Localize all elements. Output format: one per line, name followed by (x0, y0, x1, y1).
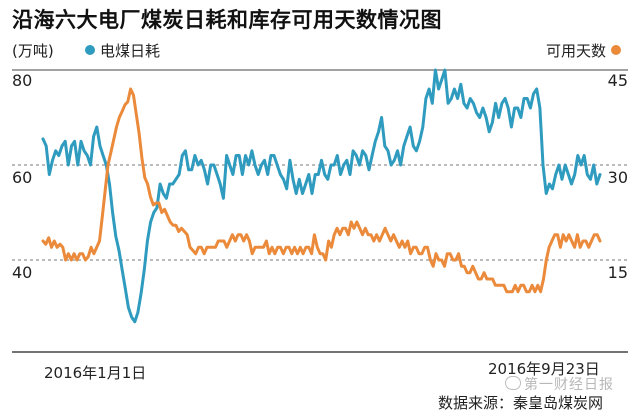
x-tick-end: 2016年9月23日 (488, 360, 600, 378)
x-tick-start: 2016年1月1日 (44, 364, 146, 382)
right-tick-15: 15 (608, 263, 628, 282)
data-source: 数据来源：秦皇岛煤炭网 (438, 394, 604, 412)
right-tick-30: 30 (608, 168, 628, 187)
legend-dot-blue (85, 45, 95, 55)
legend-left: 电煤日耗 (80, 40, 160, 61)
watermark-text: 第一财经日报 (524, 377, 614, 393)
left-tick-80: 80 (12, 71, 32, 90)
watermark: 第一财经日报 (505, 374, 614, 394)
left-tick-40: 40 (12, 263, 32, 282)
left-axis-unit: (万吨) (12, 42, 54, 60)
left-tick-60: 60 (12, 168, 32, 187)
legend-left-label: 电煤日耗 (100, 42, 161, 60)
series-line-daily-consumption (41, 68, 602, 324)
right-tick-45: 45 (608, 71, 628, 90)
series-line-usable-days (41, 87, 602, 294)
legend-right: 可用天数 (546, 40, 626, 61)
legend-dot-orange (611, 45, 621, 55)
chart-title: 沿海六大电厂煤炭日耗和库存可用天数情况图 (12, 8, 442, 32)
legend-right-label: 可用天数 (545, 42, 606, 60)
wechat-icon (505, 376, 521, 390)
